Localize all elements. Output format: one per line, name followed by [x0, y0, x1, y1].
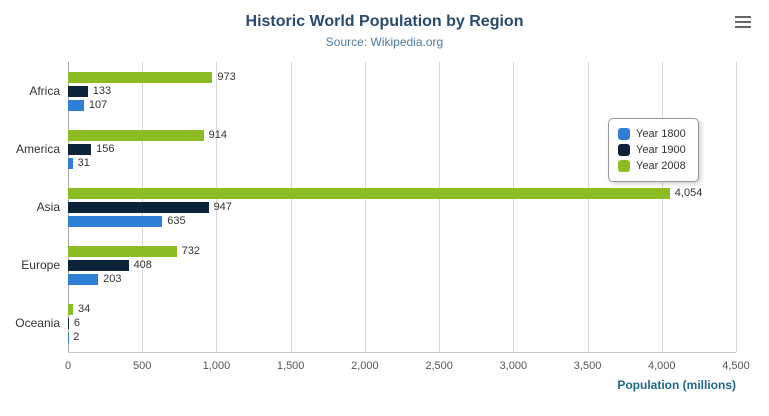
legend-swatch-icon	[618, 160, 630, 172]
legend-label: Year 1900	[636, 144, 686, 156]
value-label: 635	[167, 214, 186, 227]
value-label: 34	[78, 302, 91, 315]
gridline	[290, 62, 292, 352]
bar[interactable]	[68, 129, 204, 141]
value-label: 203	[103, 272, 122, 285]
x-tick-label: 1,500	[276, 360, 305, 372]
bar[interactable]	[68, 259, 129, 271]
x-tick-label: 2,500	[425, 360, 453, 372]
bar[interactable]	[68, 85, 88, 97]
legend-swatch-icon	[618, 144, 630, 156]
legend-label: Year 1800	[636, 128, 686, 140]
bar[interactable]	[68, 99, 84, 111]
value-label: 947	[213, 200, 232, 213]
chart-title: Historic World Population by Region	[245, 13, 524, 30]
value-label: 732	[181, 244, 201, 257]
gridline	[439, 62, 441, 352]
plot-area: 973 133 107 914 156 31 4,054 947 635 732 408 203 34 6…	[68, 62, 737, 352]
x-axis-title: Population (millions)	[617, 378, 736, 392]
x-tick-label: 2,000	[351, 360, 379, 372]
bar[interactable]	[68, 71, 213, 83]
gridline	[216, 62, 218, 352]
x-axis-line	[68, 352, 736, 353]
category-label: Africa	[29, 84, 60, 98]
bar[interactable]	[68, 317, 69, 329]
bar[interactable]	[68, 215, 163, 227]
bar[interactable]	[68, 303, 74, 315]
hamburger-icon[interactable]	[735, 16, 751, 30]
category-label: Europe	[21, 258, 60, 272]
x-tick-label: 4,500	[722, 360, 750, 372]
gridline	[587, 62, 589, 352]
value-label: 914	[208, 128, 228, 141]
gridline	[513, 62, 515, 352]
bar[interactable]	[68, 331, 69, 343]
category-label: Asia	[36, 200, 60, 214]
value-label: 107	[88, 98, 108, 111]
category-label: America	[15, 142, 60, 156]
value-label: 6	[73, 316, 81, 329]
legend-swatch-icon	[618, 128, 630, 140]
value-label: 31	[77, 156, 90, 169]
x-tick-label: 3,000	[499, 360, 528, 372]
legend-item[interactable]: Year 1800	[618, 126, 686, 142]
bar[interactable]	[68, 187, 670, 199]
legend: Year 1800 Year 1900 Year 2008	[608, 118, 699, 182]
value-label: 133	[92, 84, 112, 97]
value-label: 2	[73, 330, 80, 343]
value-label: 156	[96, 142, 115, 155]
x-tick-label: 3,500	[573, 360, 602, 372]
x-tick-label: 1,000	[202, 360, 231, 372]
value-label: 973	[217, 70, 236, 83]
legend-label: Year 2008	[636, 160, 686, 172]
gridline	[736, 62, 737, 352]
gridline	[364, 62, 366, 352]
value-label: 408	[133, 258, 152, 271]
chart-subtitle: Source: Wikipedia.org	[325, 35, 444, 49]
bar[interactable]	[68, 157, 73, 169]
x-tick-label: 4,000	[648, 360, 676, 372]
x-tick-label: 500	[133, 360, 152, 372]
bar[interactable]	[68, 245, 177, 257]
bar[interactable]	[68, 143, 92, 155]
legend-item[interactable]: Year 1900	[618, 142, 686, 158]
bar[interactable]	[68, 273, 99, 285]
value-label: 4,054	[674, 186, 703, 199]
x-tick-label: 0	[64, 360, 72, 372]
gridline	[661, 62, 663, 352]
category-label: Oceania	[15, 316, 60, 330]
legend-item[interactable]: Year 2008	[618, 158, 686, 174]
bar[interactable]	[68, 201, 209, 213]
